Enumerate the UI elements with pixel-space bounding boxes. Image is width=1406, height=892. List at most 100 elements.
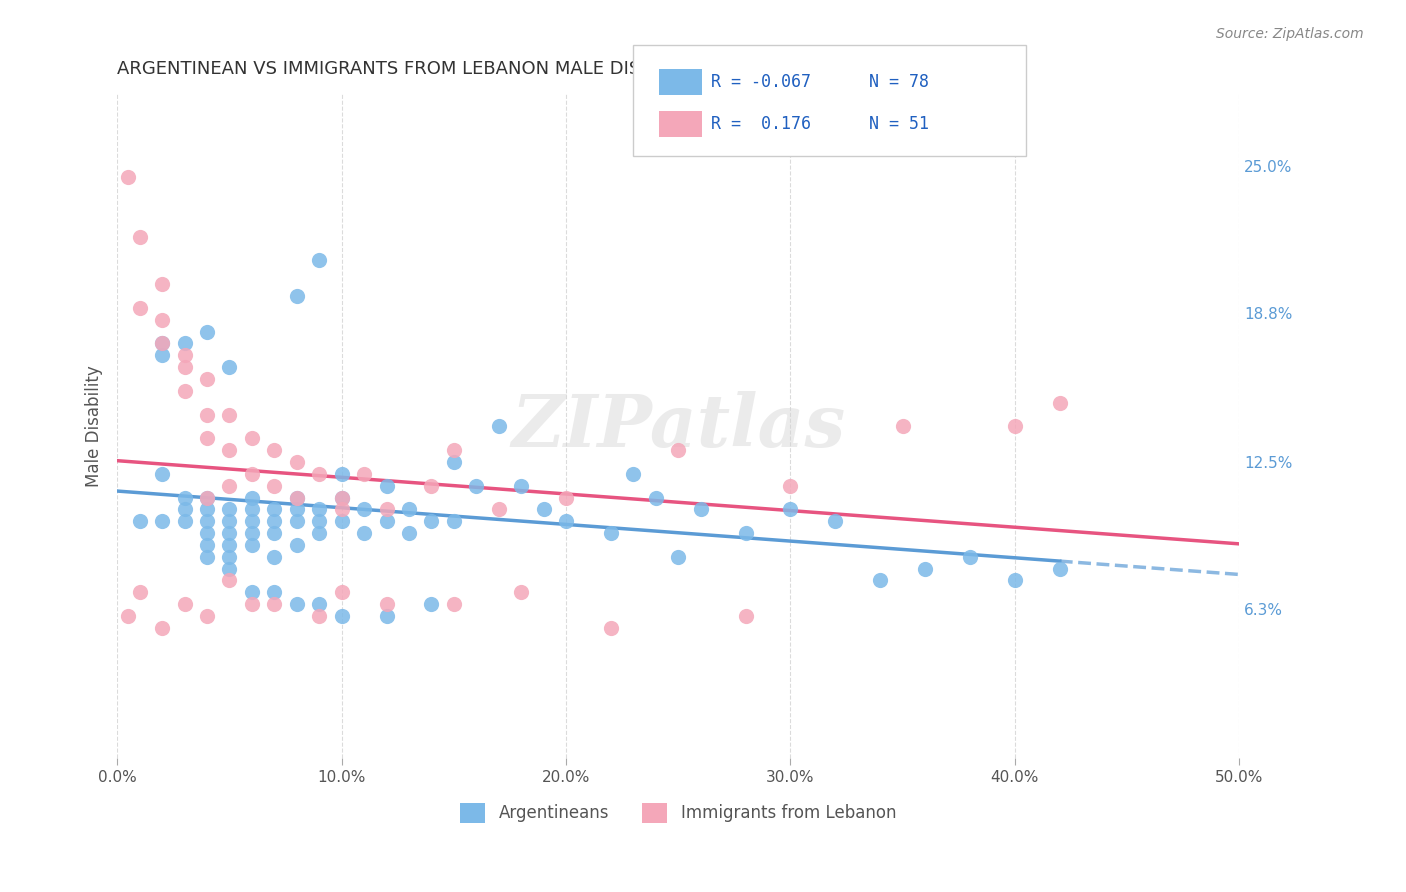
Point bbox=[1004, 574, 1026, 588]
Point bbox=[330, 491, 353, 505]
Point bbox=[375, 502, 398, 516]
Point bbox=[285, 289, 308, 303]
Point bbox=[195, 372, 218, 386]
Point bbox=[263, 443, 285, 458]
Point bbox=[375, 478, 398, 492]
Point bbox=[308, 597, 330, 611]
Point bbox=[420, 597, 443, 611]
Point bbox=[285, 491, 308, 505]
Point bbox=[218, 574, 240, 588]
Text: ZIPatlas: ZIPatlas bbox=[512, 391, 845, 462]
Point bbox=[533, 502, 555, 516]
Point bbox=[128, 229, 150, 244]
Point bbox=[173, 597, 195, 611]
Point bbox=[150, 348, 173, 362]
Point bbox=[263, 585, 285, 599]
Point bbox=[173, 491, 195, 505]
Point bbox=[150, 621, 173, 635]
Point bbox=[173, 384, 195, 398]
Point bbox=[734, 526, 756, 541]
Text: R = -0.067: R = -0.067 bbox=[711, 73, 811, 91]
Point bbox=[240, 538, 263, 552]
Point bbox=[150, 336, 173, 351]
Point bbox=[666, 443, 689, 458]
Point bbox=[218, 549, 240, 564]
Point bbox=[308, 253, 330, 268]
Point bbox=[510, 585, 533, 599]
Point bbox=[308, 609, 330, 624]
Text: ARGENTINEAN VS IMMIGRANTS FROM LEBANON MALE DISABILITY CORRELATION CHART: ARGENTINEAN VS IMMIGRANTS FROM LEBANON M… bbox=[117, 60, 908, 78]
Point bbox=[1049, 395, 1071, 409]
Point bbox=[240, 491, 263, 505]
Text: R =  0.176: R = 0.176 bbox=[711, 115, 811, 133]
Point bbox=[488, 419, 510, 434]
Point bbox=[218, 408, 240, 422]
Point bbox=[353, 526, 375, 541]
Point bbox=[308, 514, 330, 528]
Point bbox=[1004, 419, 1026, 434]
Point bbox=[734, 609, 756, 624]
Legend: Argentineans, Immigrants from Lebanon: Argentineans, Immigrants from Lebanon bbox=[454, 796, 903, 830]
Text: N = 51: N = 51 bbox=[869, 115, 929, 133]
Point bbox=[195, 609, 218, 624]
Point bbox=[443, 443, 465, 458]
Point bbox=[443, 597, 465, 611]
Point bbox=[600, 621, 623, 635]
Point bbox=[398, 502, 420, 516]
Point bbox=[263, 526, 285, 541]
Point bbox=[891, 419, 914, 434]
Point bbox=[263, 478, 285, 492]
Point bbox=[240, 502, 263, 516]
Point bbox=[330, 502, 353, 516]
Point bbox=[150, 514, 173, 528]
Point bbox=[195, 491, 218, 505]
Point bbox=[330, 514, 353, 528]
Point bbox=[353, 502, 375, 516]
Point bbox=[218, 514, 240, 528]
Point bbox=[621, 467, 644, 481]
Point bbox=[600, 526, 623, 541]
Point bbox=[195, 514, 218, 528]
Point bbox=[330, 491, 353, 505]
Point bbox=[285, 514, 308, 528]
Point bbox=[285, 455, 308, 469]
Point bbox=[240, 526, 263, 541]
Point bbox=[443, 514, 465, 528]
Point bbox=[420, 514, 443, 528]
Point bbox=[195, 325, 218, 339]
Point bbox=[959, 549, 981, 564]
Point bbox=[128, 301, 150, 315]
Point bbox=[240, 467, 263, 481]
Point bbox=[150, 467, 173, 481]
Point bbox=[117, 170, 139, 185]
Point bbox=[195, 549, 218, 564]
Point bbox=[240, 585, 263, 599]
Point bbox=[218, 502, 240, 516]
Point bbox=[465, 478, 488, 492]
Text: Source: ZipAtlas.com: Source: ZipAtlas.com bbox=[1216, 27, 1364, 41]
Point bbox=[644, 491, 666, 505]
Point bbox=[218, 443, 240, 458]
Point bbox=[308, 526, 330, 541]
Point bbox=[195, 491, 218, 505]
Point bbox=[117, 609, 139, 624]
Point bbox=[375, 597, 398, 611]
Point bbox=[420, 478, 443, 492]
Point bbox=[263, 549, 285, 564]
Point bbox=[218, 561, 240, 575]
Point bbox=[240, 514, 263, 528]
Point bbox=[150, 336, 173, 351]
Point bbox=[128, 585, 150, 599]
Point bbox=[443, 455, 465, 469]
Point bbox=[173, 336, 195, 351]
Point bbox=[488, 502, 510, 516]
Point bbox=[510, 478, 533, 492]
Point bbox=[666, 549, 689, 564]
Text: N = 78: N = 78 bbox=[869, 73, 929, 91]
Y-axis label: Male Disability: Male Disability bbox=[86, 366, 103, 487]
Point bbox=[195, 431, 218, 445]
Point bbox=[285, 597, 308, 611]
Point bbox=[173, 502, 195, 516]
Point bbox=[195, 538, 218, 552]
Point bbox=[869, 574, 891, 588]
